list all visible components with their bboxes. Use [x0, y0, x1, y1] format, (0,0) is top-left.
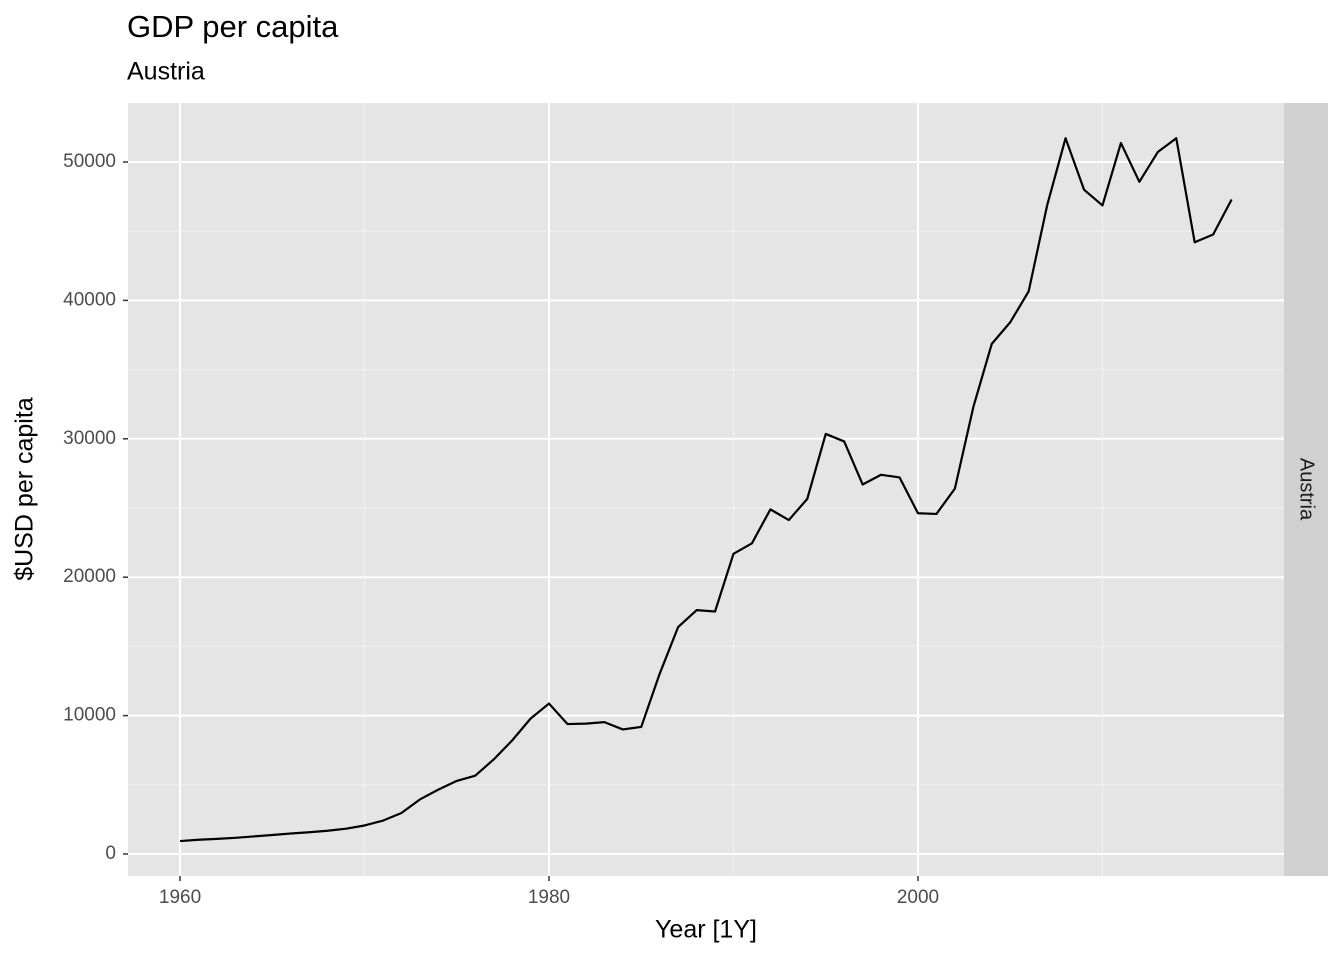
- strip-label: Austria: [1296, 458, 1318, 521]
- y-tick-label: 0: [105, 843, 116, 864]
- y-tick-label: 40000: [63, 289, 116, 310]
- chart-title: GDP per capita: [127, 9, 339, 44]
- data-line: [179, 137, 1233, 843]
- y-tick-label: 10000: [63, 705, 116, 726]
- panel: [128, 103, 1284, 876]
- x-tick-label: 2000: [897, 887, 939, 908]
- y-tick-label: 20000: [63, 566, 116, 587]
- x-axis-title: Year [1Y]: [655, 916, 757, 944]
- chart-subtitle: Austria: [127, 58, 205, 86]
- y-tick-label: 50000: [63, 151, 116, 172]
- y-axis-title: $USD per capita: [11, 397, 39, 581]
- y-tick-label: 30000: [63, 428, 116, 449]
- x-tick-label: 1960: [159, 887, 201, 908]
- x-tick-label: 1980: [528, 887, 570, 908]
- strip: [1284, 103, 1328, 876]
